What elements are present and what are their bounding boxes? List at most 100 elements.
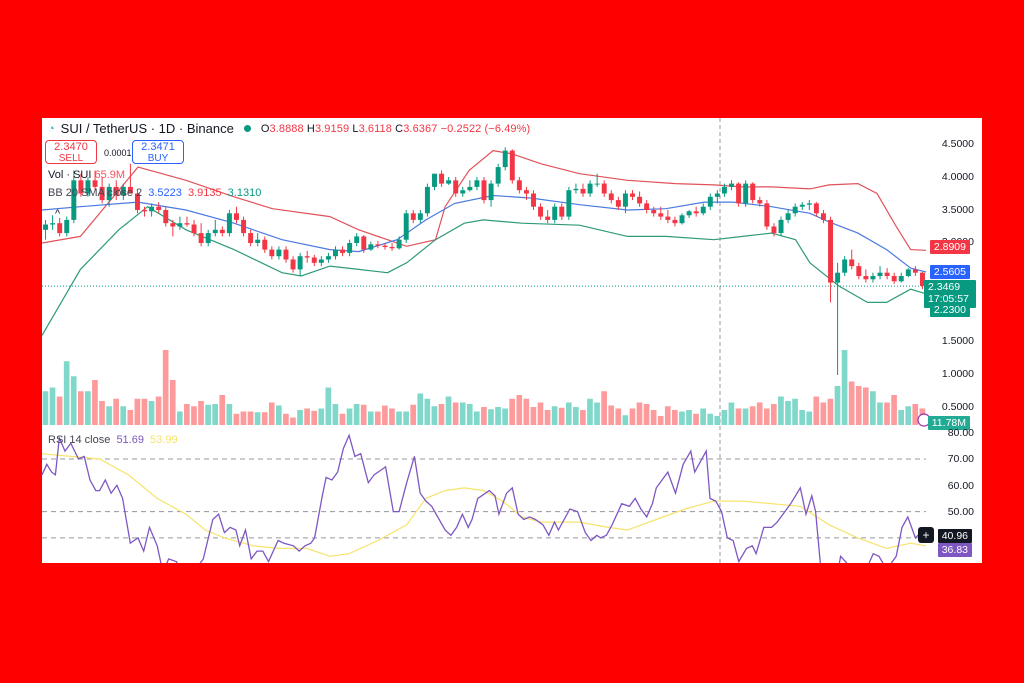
price-tick: 4.5000 — [941, 138, 974, 150]
add-plus-icon[interactable]: + — [918, 527, 934, 543]
candle-body — [743, 183, 749, 204]
price-tick: 0.5000 — [941, 401, 974, 413]
candle-body — [905, 269, 911, 276]
volume-bar — [56, 396, 63, 425]
sell-label: SELL — [58, 153, 84, 164]
market-status-icon — [243, 125, 251, 132]
candle-body — [842, 259, 848, 273]
volume-bar — [268, 402, 275, 425]
volume-bar — [396, 411, 402, 425]
volume-bar — [240, 411, 247, 425]
candle-body — [707, 196, 713, 207]
price-tick: 1.0000 — [941, 368, 974, 380]
rsi-legend[interactable]: RSI 14 close 51.69 53.99 — [48, 434, 178, 446]
candle-body — [57, 223, 63, 234]
volume-bar — [714, 416, 721, 425]
volume-bar — [544, 410, 551, 425]
volume-bar — [877, 402, 883, 425]
volume-bar — [686, 410, 692, 425]
candle-body — [870, 276, 876, 280]
volume-bar — [785, 401, 791, 425]
volume-bar — [523, 398, 530, 425]
candle-body — [134, 193, 140, 210]
volume-bar — [92, 380, 98, 425]
sell-button[interactable]: 2.3470 SELL — [45, 140, 97, 164]
volume-bar — [389, 408, 395, 425]
candle-body — [877, 272, 883, 276]
volume-bar — [728, 402, 735, 425]
candle-body — [170, 223, 176, 227]
candle-body — [64, 219, 70, 234]
volume-bar — [297, 410, 303, 425]
candle-body — [424, 186, 430, 214]
candle-body — [750, 183, 756, 201]
collapse-legend-icon[interactable]: ^ — [55, 208, 61, 220]
candle-body — [559, 206, 565, 217]
rsi-value: 51.69 — [116, 434, 144, 446]
candle-body — [721, 186, 727, 194]
volume-value: 65.9M — [94, 169, 126, 181]
volume-bar — [537, 402, 544, 425]
candle-body — [912, 269, 918, 273]
volume-bar — [848, 381, 855, 425]
volume-bar — [155, 396, 162, 425]
candle-body — [318, 259, 324, 263]
volume-bar — [184, 404, 190, 425]
candle-body — [417, 213, 423, 220]
candle-body — [884, 272, 890, 276]
candle-body — [142, 210, 148, 212]
volume-bar — [551, 406, 558, 425]
volume-bar — [148, 401, 155, 425]
volume-bar — [721, 410, 728, 425]
candle-body — [43, 224, 49, 230]
spread-value: 0.0001 — [104, 148, 132, 158]
candle-body — [849, 259, 855, 267]
candle-body — [78, 180, 84, 194]
volume-bar — [763, 408, 770, 425]
chart-panel[interactable]: ◔ SUI / TetherUS · 1D · Binance O3.8888 … — [42, 118, 982, 563]
volume-bar — [226, 404, 233, 425]
volume-bar — [771, 404, 777, 425]
candle-body — [785, 213, 791, 220]
rsi-tick: 60.00 — [947, 480, 974, 492]
volume-bar — [113, 398, 119, 425]
candle-body — [714, 193, 720, 197]
candle-body — [792, 206, 798, 214]
chart-canvas[interactable] — [42, 118, 982, 563]
volume-bar — [169, 380, 176, 425]
rsi-ma-value: 53.99 — [150, 434, 178, 446]
buy-label: BUY — [147, 153, 169, 164]
bb-lower-badge: 2.2300 — [929, 303, 970, 317]
candle-body — [509, 150, 515, 181]
candle-body — [919, 272, 925, 286]
candle-body — [488, 183, 494, 201]
volume-bar — [855, 386, 862, 425]
candle-body — [679, 215, 685, 224]
volume-legend[interactable]: Vol · SUI 65.9M — [48, 169, 126, 181]
candle-body — [672, 219, 678, 224]
candle-body — [219, 229, 225, 234]
volume-bar — [42, 391, 49, 425]
volume-bar — [516, 395, 523, 425]
volume-bar — [862, 387, 869, 425]
bollinger-legend[interactable]: BB 20 SMA close 2 3.5223 3.9135 3.1310 — [48, 187, 262, 199]
volume-bar — [792, 398, 798, 425]
candle-body — [460, 190, 466, 194]
volume-bar — [205, 404, 211, 425]
candle-body — [700, 206, 706, 214]
candle-body — [799, 204, 805, 207]
buy-button[interactable]: 2.3471 BUY — [132, 140, 184, 164]
volume-bar — [219, 395, 226, 425]
candle-body — [835, 272, 841, 283]
candle-body — [234, 213, 239, 220]
volume-bar — [580, 410, 586, 425]
candle-body — [198, 233, 204, 243]
candle-body — [276, 249, 282, 257]
candle-body — [891, 276, 897, 282]
candle-body — [325, 256, 331, 260]
volume-bar — [615, 408, 622, 425]
symbol-title[interactable]: SUI / TetherUS · 1D · Binance — [60, 121, 234, 136]
volume-badge: 11.78M — [927, 416, 970, 430]
symbol-legend: ◔ SUI / TetherUS · 1D · Binance O3.8888 … — [48, 121, 530, 136]
volume-bar — [353, 404, 360, 425]
